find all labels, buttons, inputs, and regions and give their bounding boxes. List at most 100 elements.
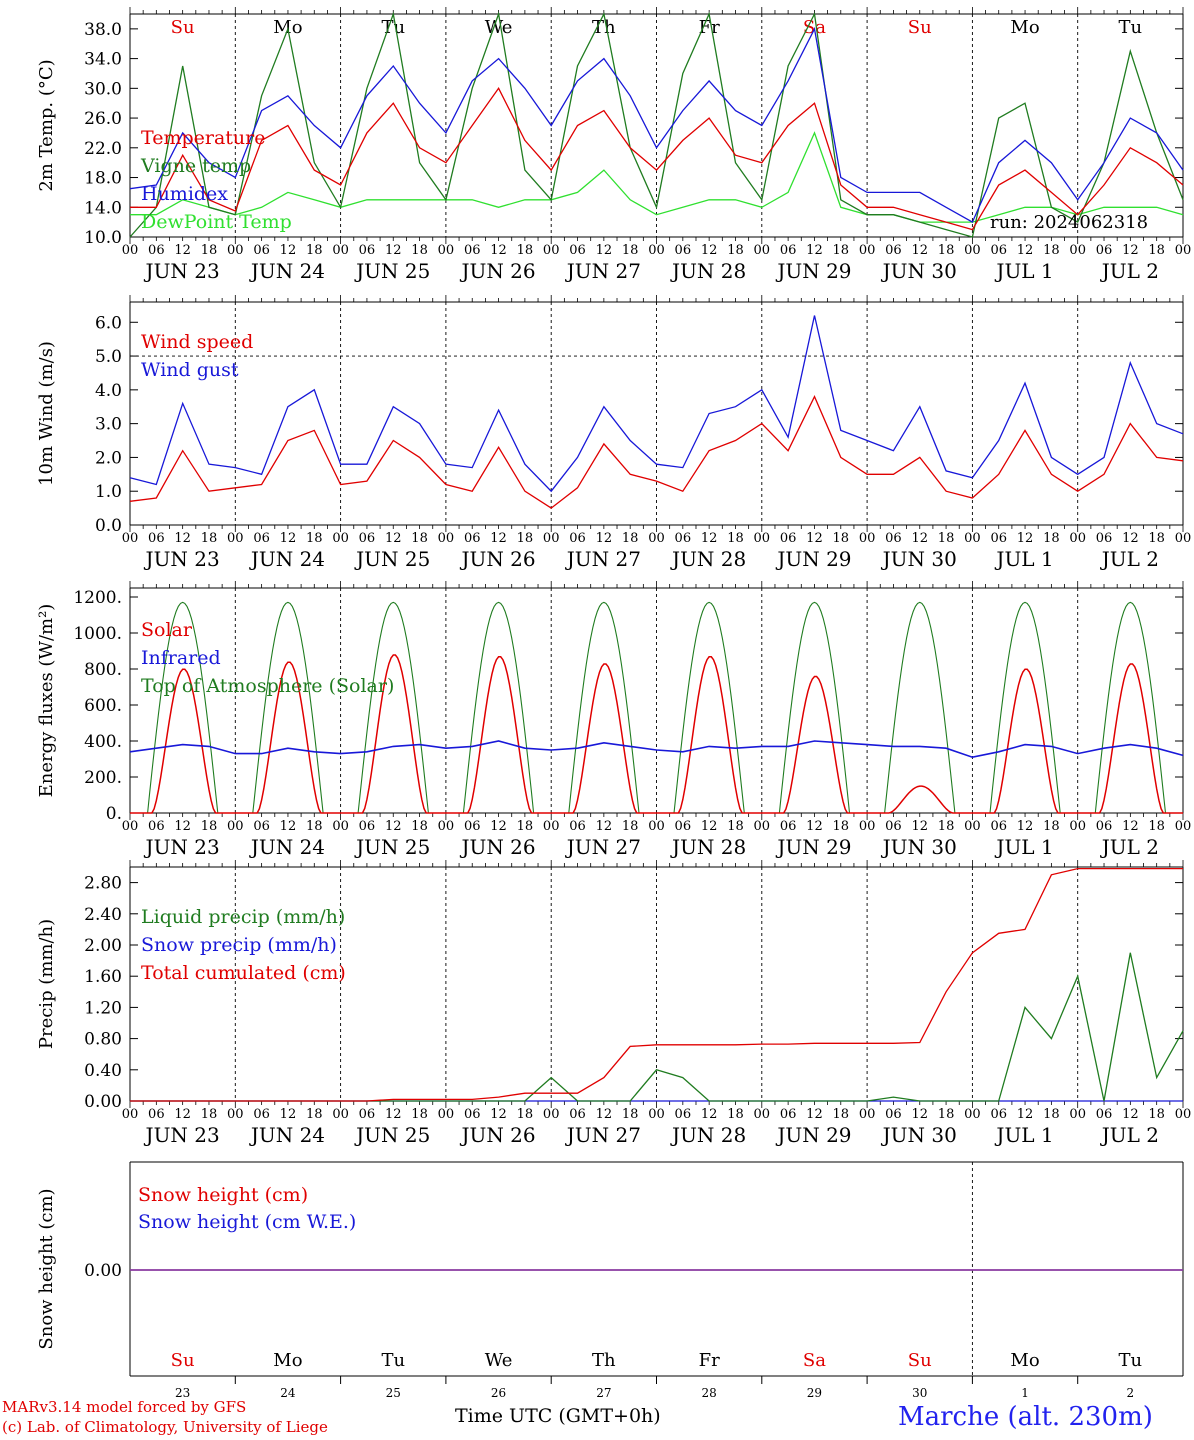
date-label: JUN 29 xyxy=(775,547,851,571)
hour-tick-label: 12 xyxy=(1122,531,1139,546)
hour-tick-label: 06 xyxy=(675,819,692,834)
date-label: JUL 1 xyxy=(994,835,1053,859)
snow-axis-label: Snow height (cm) xyxy=(36,1188,57,1349)
energy-axis-label: Energy fluxes (W/m²) xyxy=(36,604,57,798)
hour-tick-label: 00 xyxy=(964,243,981,258)
hour-tick-label: 18 xyxy=(1043,243,1060,258)
hour-tick-label: 18 xyxy=(1043,1107,1060,1122)
hour-tick-label: 06 xyxy=(569,531,586,546)
hour-tick-label: 06 xyxy=(990,243,1007,258)
hour-tick-label: 00 xyxy=(1175,819,1192,834)
hour-tick-label: 18 xyxy=(201,243,218,258)
hour-tick-label: 12 xyxy=(490,531,507,546)
hour-tick-label: 06 xyxy=(359,1107,376,1122)
hour-tick-label: 06 xyxy=(675,1107,692,1122)
hour-tick-label: 00 xyxy=(754,1107,771,1122)
legend-solar: Solar xyxy=(141,619,193,641)
legend-dewpoint-temp: DewPoint Temp xyxy=(141,211,292,233)
hour-tick-label: 12 xyxy=(174,819,191,834)
hour-tick-label: 06 xyxy=(780,1107,797,1122)
hour-tick-label: 00 xyxy=(1175,1107,1192,1122)
hour-tick-label: 00 xyxy=(438,1107,455,1122)
temp-axis-label: 2m Temp. (°C) xyxy=(36,59,57,191)
legend-wind-speed: Wind speed xyxy=(141,331,253,353)
y-tick-label: 4.0 xyxy=(95,381,122,401)
hour-tick-label: 18 xyxy=(727,243,744,258)
hour-tick-label: 18 xyxy=(727,819,744,834)
date-label: JUN 27 xyxy=(565,1123,641,1147)
hour-tick-label: 18 xyxy=(1148,531,1165,546)
day-letter: Su xyxy=(908,17,932,38)
hour-tick-label: 06 xyxy=(569,1107,586,1122)
day-number: 24 xyxy=(280,1386,296,1400)
hour-tick-label: 06 xyxy=(569,243,586,258)
hour-tick-label: 00 xyxy=(754,243,771,258)
hour-tick-label: 12 xyxy=(280,531,297,546)
lab-credit: (c) Lab. of Climatology, University of L… xyxy=(2,1418,328,1436)
hour-tick-label: 18 xyxy=(938,819,955,834)
hour-tick-label: 00 xyxy=(648,531,665,546)
hour-tick-label: 18 xyxy=(938,1107,955,1122)
hour-tick-label: 00 xyxy=(332,1107,349,1122)
hour-tick-label: 00 xyxy=(543,531,560,546)
y-tick-label: 0.80 xyxy=(84,1030,122,1050)
y-tick-label: 0.40 xyxy=(84,1061,122,1081)
model-credit: MARv3.14 model forced by GFS xyxy=(2,1398,247,1416)
hour-tick-label: 00 xyxy=(1175,243,1192,258)
hour-tick-label: 00 xyxy=(438,243,455,258)
hour-tick-label: 18 xyxy=(201,531,218,546)
hour-tick-label: 12 xyxy=(596,819,613,834)
day-number: 27 xyxy=(596,1386,611,1400)
hour-tick-label: 12 xyxy=(806,531,823,546)
hour-tick-label: 00 xyxy=(1069,819,1086,834)
day-letter: Su xyxy=(171,1350,195,1371)
solar-line xyxy=(130,654,1183,814)
y-tick-label: 2.0 xyxy=(95,448,122,468)
date-label: JUN 30 xyxy=(881,259,957,283)
y-tick-label: 0.00 xyxy=(84,1261,122,1281)
hour-tick-label: 00 xyxy=(1175,531,1192,546)
hour-tick-label: 06 xyxy=(1096,1107,1113,1122)
hour-tick-label: 12 xyxy=(911,531,928,546)
hour-tick-label: 00 xyxy=(438,819,455,834)
hour-tick-label: 00 xyxy=(227,243,244,258)
day-letter: Su xyxy=(171,17,195,38)
date-label: JUN 28 xyxy=(670,259,746,283)
y-tick-label: 5.0 xyxy=(95,347,122,367)
hour-tick-label: 12 xyxy=(280,243,297,258)
hour-tick-label: 06 xyxy=(253,819,270,834)
day-letter: Fr xyxy=(699,17,720,38)
wind-speed-line xyxy=(129,395,1184,509)
dewpoint-line xyxy=(130,131,1184,223)
hour-tick-label: 18 xyxy=(306,243,323,258)
date-label: JUN 29 xyxy=(775,835,851,859)
hour-tick-label: 00 xyxy=(332,243,349,258)
hour-tick-label: 00 xyxy=(859,819,876,834)
hour-tick-label: 12 xyxy=(701,243,718,258)
y-tick-label: 1.60 xyxy=(84,967,122,987)
hour-tick-label: 00 xyxy=(648,243,665,258)
hour-tick-label: 06 xyxy=(675,243,692,258)
hour-tick-label: 06 xyxy=(148,531,165,546)
date-label: JUN 26 xyxy=(459,547,535,571)
date-label: JUN 25 xyxy=(354,547,430,571)
hour-tick-label: 12 xyxy=(1017,531,1034,546)
hour-tick-label: 00 xyxy=(122,1107,139,1122)
precip-axis-label: Precip (mm/h) xyxy=(36,919,57,1049)
hour-tick-label: 18 xyxy=(517,243,534,258)
y-tick-label: 800. xyxy=(84,660,122,680)
hour-tick-label: 18 xyxy=(411,243,428,258)
hour-tick-label: 18 xyxy=(938,531,955,546)
hour-tick-label: 12 xyxy=(280,1107,297,1122)
date-label: JUN 23 xyxy=(144,259,220,283)
y-tick-label: 400. xyxy=(84,732,122,752)
day-number: 26 xyxy=(491,1386,506,1400)
date-label: JUL 2 xyxy=(1100,835,1159,859)
legend-snow-precip-mm-h-: Snow precip (mm/h) xyxy=(141,934,337,956)
hour-tick-label: 06 xyxy=(359,243,376,258)
legend-temperature: Temperature xyxy=(141,127,265,149)
hour-tick-label: 06 xyxy=(1096,819,1113,834)
hour-tick-label: 18 xyxy=(622,243,639,258)
day-letter: Tu xyxy=(381,17,405,38)
hour-tick-label: 12 xyxy=(911,1107,928,1122)
